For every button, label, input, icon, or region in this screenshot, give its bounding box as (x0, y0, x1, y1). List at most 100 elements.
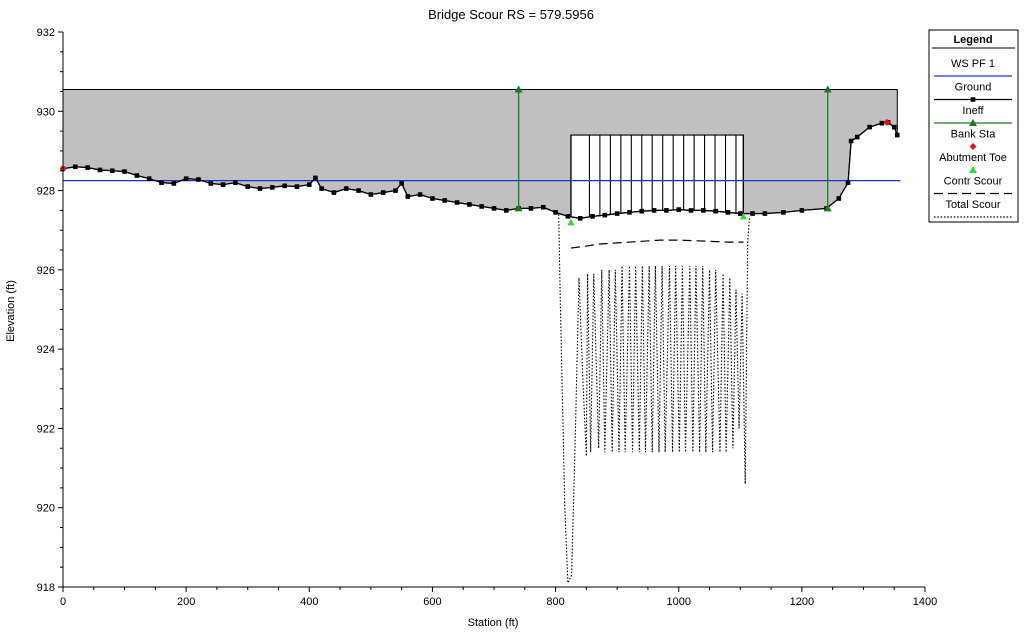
ground-point (577, 216, 583, 221)
ground-point (725, 210, 731, 215)
ground-point (430, 196, 435, 201)
ground-point (97, 167, 103, 173)
ground-point (417, 192, 423, 197)
ground-point (159, 180, 164, 185)
ground-point (343, 186, 349, 191)
x-tick-label: 0 (60, 596, 66, 608)
ground-point (319, 186, 324, 191)
legend-item-bank-sta: Bank Sta (951, 129, 997, 150)
abutment-toe-point (567, 218, 575, 226)
bank-station-point (883, 118, 891, 126)
ground-point (762, 211, 768, 216)
ground-point (356, 188, 361, 193)
legend-label: Total Scour (945, 199, 1000, 211)
bridge-opening (570, 134, 744, 219)
ground-point (442, 198, 448, 203)
ground-point (854, 134, 860, 140)
x-tick-label: 600 (423, 596, 441, 608)
ground-point (306, 182, 312, 187)
ground-point (183, 176, 189, 181)
ground-point (713, 208, 718, 214)
axes: 918 920 922 924 926 928 930 932 0 200 400 600 800 100… (37, 27, 938, 608)
ground-point (879, 120, 885, 126)
ground-point (331, 190, 337, 195)
legend-label: Contr Scour (944, 176, 1003, 188)
ground-point (565, 214, 571, 219)
ground-point (528, 206, 534, 211)
ground-point (540, 204, 546, 210)
ground-point (664, 208, 669, 213)
ground-point (799, 208, 805, 213)
ground-point (614, 211, 620, 216)
y-tick-label: 922 (37, 423, 55, 435)
ground-point (368, 192, 374, 197)
ground-point (639, 208, 645, 214)
ground-point (602, 212, 608, 218)
ground-point (737, 211, 743, 216)
ground-point (73, 164, 78, 170)
ground-point (467, 202, 472, 207)
y-axis-title: Elevation (ft) (5, 280, 17, 342)
ground-point (171, 181, 177, 186)
legend-item-ineff: Ineff (934, 105, 1012, 126)
y-tick-label: 928 (37, 186, 55, 198)
legend-swatch-marker (969, 119, 977, 126)
ground-point (836, 196, 842, 201)
ground-point (196, 177, 201, 182)
ground-point (701, 208, 706, 213)
y-tick-label: 918 (37, 582, 55, 594)
ineff-point (514, 85, 523, 93)
legend-swatch-marker (969, 143, 977, 150)
x-tick-label: 200 (177, 596, 195, 608)
legend-title: Legend (953, 34, 992, 46)
legend-item-contr-scour: Contr Scour (934, 176, 1012, 195)
legend-item-ws-pf-1: WS PF 1 (934, 58, 1012, 77)
ground-point (313, 175, 318, 181)
ineffective-flow-area (62, 88, 898, 219)
ground-point (146, 176, 152, 181)
x-axis-title: Station (ft) (468, 617, 519, 629)
ground-point (122, 169, 127, 174)
ground-point (894, 132, 900, 138)
legend-swatch-marker (970, 97, 976, 102)
legend-label: WS PF 1 (951, 58, 995, 70)
ground-point (220, 182, 226, 187)
legend-label: Ground (955, 82, 992, 94)
legend-label: Bank Sta (951, 129, 997, 141)
ground-point (380, 190, 386, 195)
x-tick-label: 400 (300, 596, 318, 608)
ground-point (405, 194, 411, 199)
ground-point (245, 184, 251, 189)
ground-point (553, 210, 558, 215)
ground-point (282, 183, 287, 189)
legend-label: Ineff (962, 105, 984, 117)
plot-area (59, 85, 901, 584)
x-tick-label: 1200 (790, 596, 814, 608)
y-tick-label: 932 (37, 27, 55, 39)
legend-swatch-marker (969, 166, 977, 173)
ground-point (867, 124, 872, 130)
ground-point (627, 210, 632, 215)
ground-point (270, 185, 275, 190)
ground-point (257, 186, 263, 191)
ground-point (845, 180, 851, 185)
ground-point (479, 204, 484, 209)
legend-label: Abutment Toe (939, 152, 1007, 164)
ground-point (393, 188, 398, 193)
y-tick-label: 920 (37, 503, 55, 515)
chart-title: Bridge Scour RS = 579.5956 (428, 7, 594, 22)
ground-point (651, 208, 657, 213)
y-tick-label: 930 (37, 106, 55, 118)
total-scour-line (558, 214, 751, 584)
ground-point (454, 200, 460, 205)
ineff-point (514, 204, 523, 212)
x-tick-label: 1000 (666, 596, 690, 608)
ground-point (294, 184, 300, 189)
ground-point (233, 180, 238, 185)
ground-point (676, 207, 682, 212)
ground-point (85, 165, 90, 170)
x-tick-label: 1400 (913, 596, 937, 608)
legend: Legend WS PF 1 Ground Ineff Bank Sta Abutmen… (928, 29, 1019, 223)
x-tick-label: 800 (546, 596, 564, 608)
ground-point (750, 211, 755, 216)
